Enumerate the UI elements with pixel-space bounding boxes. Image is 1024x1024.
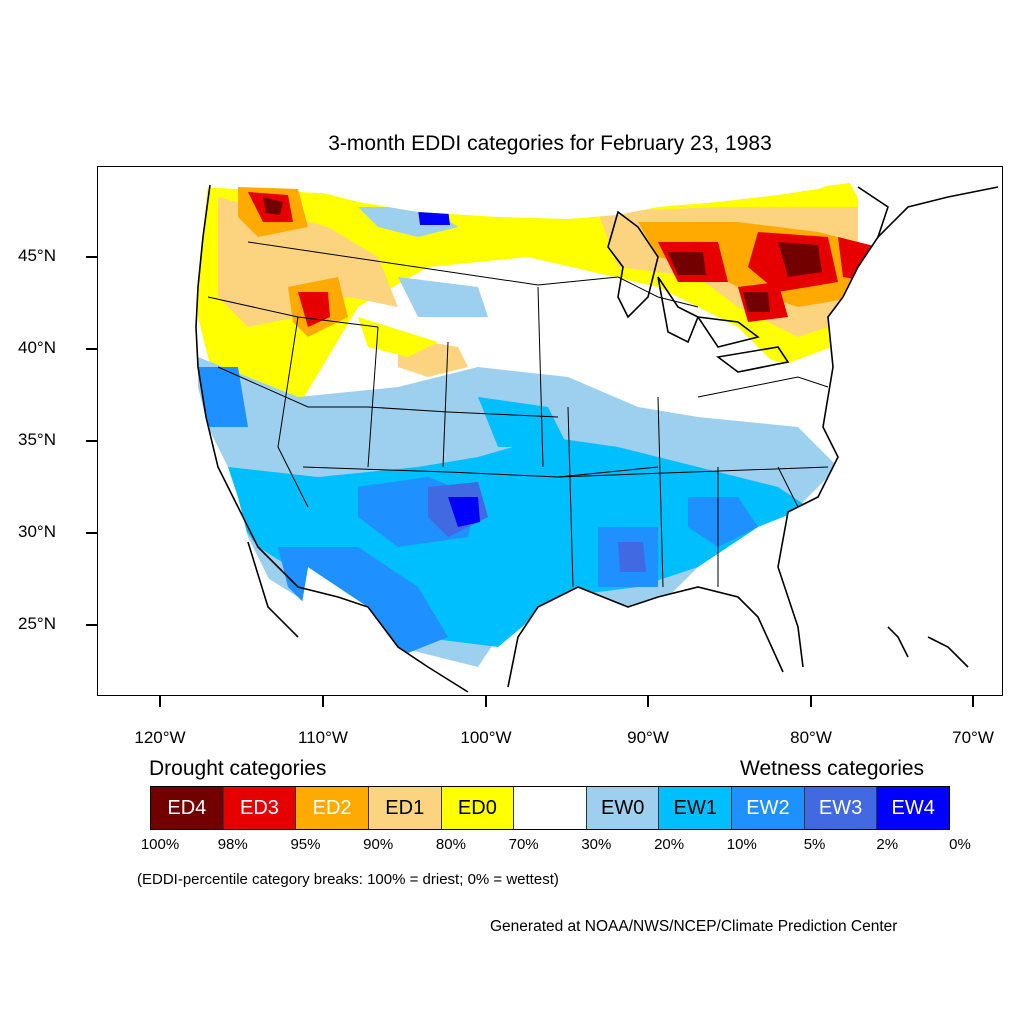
y-axis-label: 35°N [18,430,56,449]
y-axis-label: 40°N [18,338,56,357]
y-axis-label: 45°N [18,246,56,265]
y-tick [86,256,97,258]
x-tick [647,696,649,707]
legend-break-label: 95% [290,836,321,853]
credit-line: Generated at NOAA/NWS/NCEP/Climate Predi… [490,918,898,935]
legend-bar: ED4 ED3 ED2 ED1 ED0 EW0 EW1 EW2 EW3 EW4 [150,786,950,830]
legend-break-label: 70% [508,836,539,853]
legend-swatch: EW4 [877,787,950,829]
coastline [195,184,999,693]
x-tick [485,696,487,707]
x-axis-label: 110°W [298,728,348,747]
state-boundaries [207,241,829,588]
eddi-field [193,179,878,692]
x-tick [322,696,324,707]
y-tick [86,532,97,534]
x-axis-label: 120°W [134,728,186,747]
map-panel [97,166,1003,696]
eddi-map [193,179,999,693]
y-tick [86,348,97,350]
legend-swatch: ED3 [223,787,297,829]
legend-break-label: 90% [363,836,394,853]
wetness-heading: Wetness categories [740,757,925,780]
legend-swatch: ED2 [296,787,369,829]
legend-break-label: 98% [217,836,248,853]
legend-swatch: EW0 [586,787,660,829]
legend-break-label: 2% [876,836,899,853]
x-axis-label: 70°W [952,728,994,747]
map-title: 3-month EDDI categories for February 23,… [328,132,772,155]
x-tick [810,696,812,707]
x-tick [972,696,974,707]
legend-break-label: 10% [726,836,757,853]
x-axis-label: 100°W [460,728,512,747]
legend-break-label: 20% [654,836,685,853]
category-note: (EDDI-percentile category breaks: 100% =… [137,871,559,888]
legend-swatch [514,787,587,829]
y-tick [86,440,97,442]
legend-break-label: 80% [435,836,466,853]
x-tick [159,696,161,707]
y-tick [86,624,97,626]
legend-swatch: ED4 [151,787,224,829]
legend-swatch: EW3 [804,787,878,829]
x-axis-label: 90°W [627,728,669,747]
x-axis-label: 80°W [790,728,832,747]
legend-break-label: 5% [803,836,826,853]
legend-break-label: 100% [140,836,180,853]
y-axis-label: 25°N [18,614,56,633]
legend-swatch: EW1 [659,787,733,829]
legend-break-label: 30% [581,836,612,853]
legend-swatch: ED1 [368,787,442,829]
drought-heading: Drought categories [149,757,327,780]
y-axis-label: 30°N [18,522,56,541]
legend-break-label: 0% [949,836,971,853]
legend-swatch: EW2 [732,787,805,829]
legend-swatch: ED0 [441,787,515,829]
